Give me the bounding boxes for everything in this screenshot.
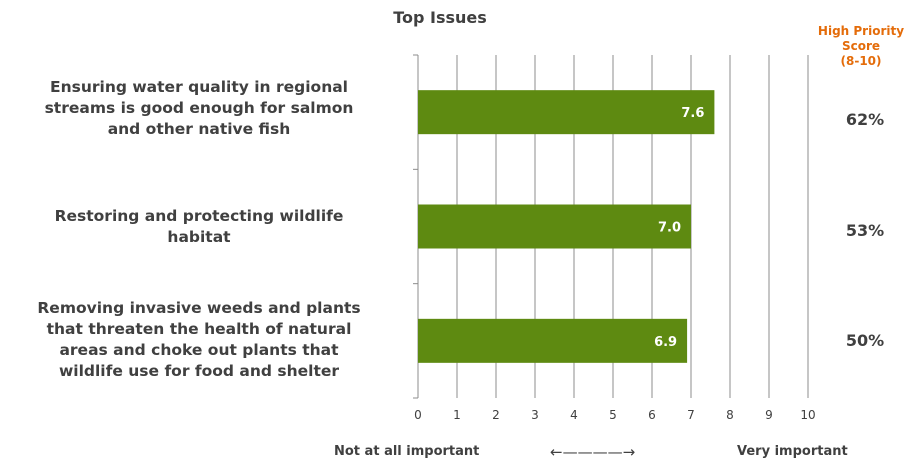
- x-tick-label: 1: [453, 408, 461, 422]
- category-label-line: habitat: [167, 228, 231, 246]
- scale-anchor-left: Not at all important: [334, 444, 480, 459]
- x-tick-label: 3: [531, 408, 539, 422]
- bar: [418, 204, 691, 249]
- category-label-line: Ensuring water quality in regional: [50, 78, 348, 96]
- category-label-line: and other native fish: [107, 120, 291, 138]
- bar-value-label: 7.0: [658, 221, 681, 236]
- bar: [418, 90, 715, 135]
- bar-value-label: 6.9: [654, 335, 677, 350]
- category-label-wildlife-habitat: Restoring and protecting wildlife habita…: [0, 206, 398, 248]
- scale-anchor-right: Very important: [737, 444, 848, 459]
- high-priority-header-line: (8-10): [840, 54, 882, 68]
- x-tick-label: 5: [609, 408, 617, 422]
- high-priority-header-line: Score: [841, 39, 881, 53]
- category-label-line: areas and choke out plants that: [59, 341, 339, 359]
- category-label-line: Removing invasive weeds and plants: [37, 299, 361, 317]
- category-label-line: that threaten the health of natural: [46, 320, 352, 338]
- x-tick-label: 9: [765, 408, 773, 422]
- category-label-line: streams is good enough for salmon: [44, 99, 354, 117]
- high-priority-header: High Priority Score (8-10): [800, 24, 922, 69]
- high-priority-score: 62%: [845, 110, 885, 129]
- category-label-invasive-weeds: Removing invasive weeds and plants that …: [0, 298, 398, 382]
- high-priority-header-line: High Priority: [817, 24, 905, 38]
- category-label-line: wildlife use for food and shelter: [58, 362, 340, 380]
- double-arrow-icon: ←————→: [550, 443, 636, 461]
- x-tick-label: 4: [570, 408, 578, 422]
- bar: [418, 318, 688, 363]
- x-tick-label: 2: [492, 408, 500, 422]
- high-priority-score: 53%: [845, 221, 885, 240]
- chart-title: Top Issues: [393, 8, 487, 27]
- x-tick-label: 7: [687, 408, 695, 422]
- bar-value-label: 7.6: [681, 106, 704, 121]
- x-tick-label: 0: [414, 408, 422, 422]
- category-label-water-quality: Ensuring water quality in regional strea…: [0, 77, 398, 140]
- category-label-line: Restoring and protecting wildlife: [54, 207, 344, 225]
- x-tick-label: 10: [800, 408, 815, 422]
- x-tick-label: 8: [726, 408, 734, 422]
- high-priority-score: 50%: [845, 331, 885, 350]
- x-tick-label: 6: [648, 408, 656, 422]
